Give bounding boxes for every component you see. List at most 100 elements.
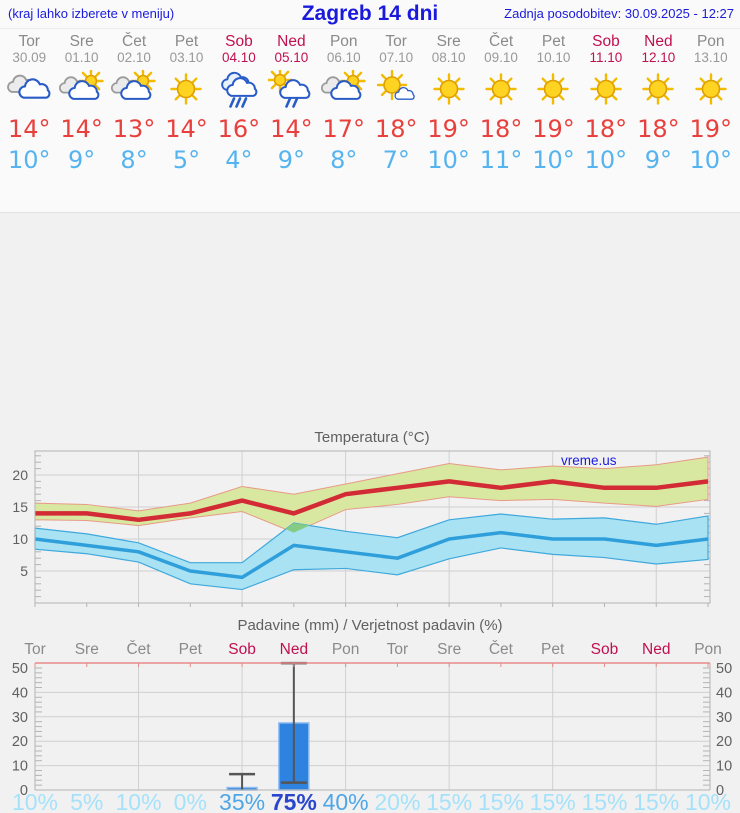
day-date: 10.10 [536,50,571,65]
last-updated: Zadnja posodobitev: 30.09.2025 - 12:27 [504,6,734,21]
day-min-temp: 10° [689,146,733,174]
day-min-temp: 8° [330,146,358,174]
day-date: 30.09 [12,50,47,65]
precip-y-label-right: 50 [716,661,732,677]
vreme-us-link[interactable]: vreme.us [561,453,617,468]
precip-y-label-right: 30 [716,710,732,726]
precip-day-label: Čet [126,641,151,658]
day-column: Pon 06.10 17° 8° [318,28,370,176]
day-min-temp: 10° [427,146,470,174]
day-date: 12.10 [641,50,676,65]
precip-day-label: Sob [591,641,619,658]
precip-y-label-left: 10 [12,759,28,775]
day-date: 02.10 [117,50,151,65]
charts-section: 5 10 15 20 Temperatura (°C) vreme.us 0 0 10 10… [0,213,740,813]
day-date: 08.10 [431,50,466,65]
day-name: Pet [174,33,199,50]
precip-day-label: Ned [280,641,308,658]
day-name: Ned [277,33,306,50]
day-max-temp: 18° [479,115,523,143]
day-column: Ned 05.10 14° 9° [265,28,317,176]
sun-rain-icon [265,67,317,114]
precip-probability: 10% [116,789,162,813]
tmin-range-band [34,513,709,591]
day-name: Sob [225,33,253,50]
day-name: Čet [489,33,514,50]
partly-cloudy-icon [108,68,160,114]
precip-probability: 10% [12,789,58,813]
day-min-temp: 9° [644,146,672,174]
day-min-temp: 10° [7,146,51,174]
precip-probability: 0% [174,789,207,813]
day-min-temp: 4° [225,146,253,174]
precip-day-label: Tor [387,641,409,658]
day-name: Tor [18,33,40,50]
menu-hint: (kraj lahko izberete v meniju) [8,6,175,21]
day-min-temp: 8° [120,146,148,174]
day-date: 09.10 [484,50,518,65]
precip-y-label-right: 10 [716,759,732,775]
precip-probability: 15% [530,789,576,813]
day-min-temp: 5° [172,146,201,174]
day-max-temp: 18° [374,115,418,143]
day-name: Sob [592,33,620,50]
day-max-temp: 17° [322,115,366,143]
precip-y-label-right: 40 [716,685,732,701]
tmax-line [35,479,709,523]
day-column: Čet 09.10 18° 11° [475,28,527,176]
day-date: 04.10 [222,50,256,65]
day-max-temp: 14° [270,115,313,143]
temp-y-label: 10 [12,531,28,547]
precip-y-label-left: 30 [12,710,28,726]
page-title: Zagreb 14 dni [301,2,439,25]
day-date: 11.10 [589,50,623,65]
day-min-temp: 10° [584,146,628,174]
temperature-chart: 5 10 15 20 Temperatura (°C) vreme.us [12,429,711,607]
partly-cloudy-icon [55,68,107,114]
precip-day-label: Sre [437,641,461,658]
day-max-temp: 14° [60,115,103,143]
precip-probability: 10% [685,789,731,813]
page-header: (kraj lahko izberete v meniju) Zagreb 14… [0,0,740,29]
precip-probability: 15% [478,789,524,813]
temp-chart-title: Temperatura (°C) [314,429,429,446]
day-column: Ned 12.10 18° 9° [632,28,684,176]
day-name: Sre [69,33,94,50]
day-max-temp: 19° [427,115,470,143]
precip-day-label: Tor [24,641,46,658]
day-column: Sre 01.10 14° 9° [55,28,107,176]
precip-y-label-left: 40 [12,685,28,701]
temp-y-label: 5 [20,563,28,579]
precip-day-label: Pet [541,641,565,658]
day-min-temp: 9° [67,146,96,174]
day-name: Tor [385,33,407,50]
forecast-strip: Tor 30.09 14° 10° Sre 01.10 14° 9° Čet 02.10 13° 8°… [3,28,737,176]
temp-y-label: 20 [12,467,28,483]
mostly-sunny-icon [370,69,422,114]
sunny-icon [632,70,684,114]
day-max-temp: 18° [584,115,628,143]
day-max-temp: 19° [532,115,575,143]
sunny-icon [527,70,579,114]
day-date: 05.10 [274,50,309,65]
precip-day-label: Pet [179,641,203,658]
day-date: 13.10 [693,50,728,65]
precip-day-label: Čet [489,641,514,658]
precip-probability: 75% [271,789,317,813]
forecast-top-section: (kraj lahko izberete v meniju) Zagreb 14… [0,0,740,213]
partly-cloudy-icon [318,68,370,114]
precip-probability: 20% [374,789,420,813]
precip-y-label-right: 20 [716,734,732,750]
day-column: Tor 07.10 18° 7° [370,28,422,176]
cloudy-icon [3,70,55,114]
day-max-temp: 16° [217,115,261,143]
day-name: Čet [122,33,147,50]
day-max-temp: 18° [637,115,680,143]
day-date: 01.10 [64,50,99,65]
precip-day-label: Sob [228,641,256,658]
day-column: Sob 04.10 16° 4° [213,28,265,176]
precip-probability: 15% [633,789,679,813]
day-column: Čet 02.10 13° 8° [108,28,160,176]
sunny-icon [422,70,474,114]
